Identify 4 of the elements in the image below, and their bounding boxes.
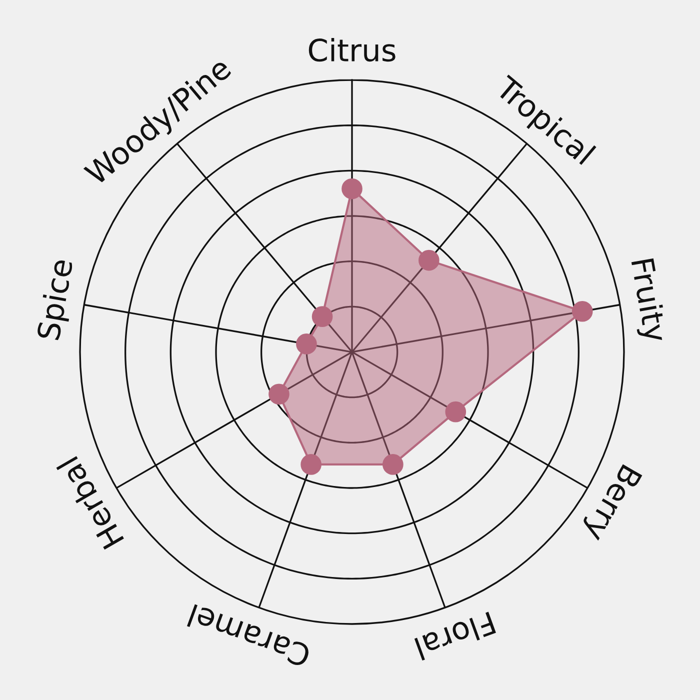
spoke-label: Spice: [36, 258, 79, 342]
spoke-label: Fruity: [625, 258, 669, 344]
spoke-label: Citrus: [308, 38, 396, 62]
spoke-label: Floral: [414, 611, 496, 661]
